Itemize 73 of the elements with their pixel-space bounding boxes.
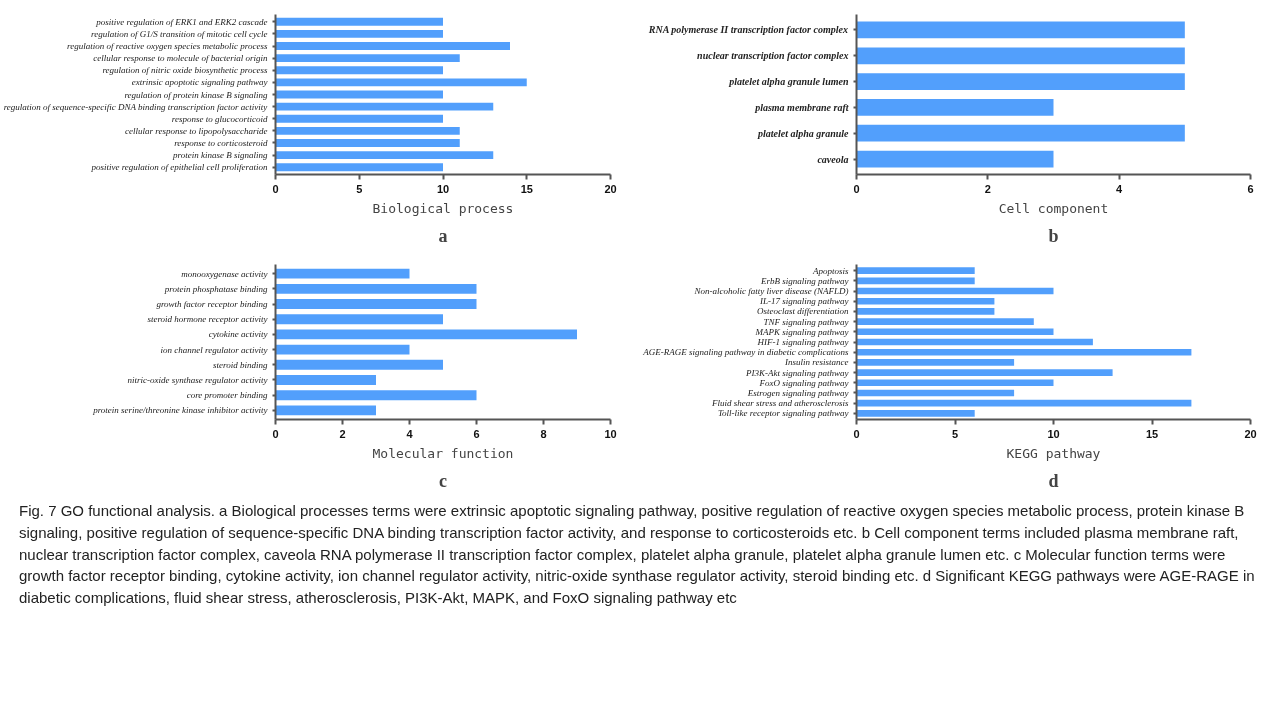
text: d <box>1048 470 1059 491</box>
y-tick-label: Non-alcoholic fatty liver disease (NAFLD) <box>693 286 849 297</box>
y-tick-label: Apoptosis <box>812 265 849 276</box>
y-tick-label: HIF-1 signaling pathway <box>756 337 849 347</box>
text: b <box>1048 225 1059 246</box>
y-tick-label: nitric-oxide synthase regulator activity <box>127 374 268 385</box>
y-tick-label: platelet alpha granule <box>756 127 850 139</box>
x-tick-label: 10 <box>436 182 450 195</box>
x-tick-label: 20 <box>1244 427 1257 440</box>
y-tick-label: nuclear transcription factor complex <box>697 50 849 62</box>
y-tick-label: FoxO signaling pathway <box>758 377 849 388</box>
y-tick-label: regulation of nitric oxide biosynthetic process <box>102 65 268 76</box>
x-tick-label: 0 <box>853 182 860 195</box>
x-tick-label: 15 <box>520 182 533 195</box>
x-tick-label: 10 <box>604 427 617 440</box>
y-tick-label: cellular response to lipopolysaccharide <box>125 125 268 136</box>
x-tick-label: 0 <box>272 427 279 440</box>
y-tick-label: IL-17 signaling pathway <box>759 296 849 307</box>
y-tick-label: caveola <box>817 153 849 165</box>
caption: Fig. 7 GO functional analysis. a Biological processes terms were extrinsic apoptotic signaling pathway, positive regulation of reactive oxygen species metabolic process, protein kinase B signaling, positive regulation of sequence-specific DNA binding transcription factor activity, and response to corticosteroids etc. b Cell component terms included plasma membrane raft, nuclear transcription factor complex, caveola RNA polymerase II transcription factor complex, platelet alpha granule, platelet alpha granule lumen etc. c Molecular function terms were growth factor receptor binding, cytokine activity, ion channel regulator activity, nitric-oxide synthase regulator activity, steroid binding etc. d Significant KEGG pathways were AGE-RAGE in diabetic complications, fluid shear stress, atherosclerosis, PI3K-Akt, MAPK, and FoxO signaling pathway etc <box>19 501 1255 608</box>
x-tick-label: 5 <box>951 427 959 440</box>
y-tick-label: RNA polymerase II transcription factor complex <box>647 24 848 36</box>
x-tick-label: 2 <box>339 427 346 440</box>
y-tick-label: MAPK signaling pathway <box>754 326 849 337</box>
y-tick-label: plasma membrane raft <box>754 101 850 113</box>
x-tick-label: 6 <box>1247 182 1254 195</box>
y-tick-label: Toll-like receptor signaling pathway <box>717 408 849 419</box>
x-tick-label: 4 <box>1116 182 1124 195</box>
text: c <box>439 470 448 491</box>
y-tick-label: protein kinase B signaling <box>172 150 268 161</box>
x-tick-label: 0 <box>272 182 279 195</box>
x-tick-label: 6 <box>473 427 480 440</box>
x-tick-label: 2 <box>984 182 991 195</box>
y-tick-label: protein phosphatase binding <box>163 283 268 294</box>
y-tick-label: extrinsic apoptotic signaling pathway <box>131 77 268 88</box>
y-tick-label: cellular response to molecule of bacterial origin <box>93 53 268 64</box>
x-axis-title: Biological process <box>372 200 514 216</box>
x-axis-title: KEGG pathway <box>1006 445 1101 461</box>
x-tick-label: 5 <box>356 182 363 195</box>
x-tick-label: 4 <box>406 427 414 440</box>
y-tick-label: TNF signaling pathway <box>763 316 849 327</box>
x-tick-label: 0 <box>853 427 860 440</box>
y-tick-label: AGE-RAGE signaling pathway in diabetic complications <box>642 347 849 358</box>
y-tick-label: steroid hormone receptor activity <box>147 314 268 325</box>
y-tick-label: core promoter binding <box>186 390 268 401</box>
y-tick-label: Osteoclast differentiation <box>757 306 849 317</box>
y-tick-label: monooxygenase activity <box>181 268 268 279</box>
y-tick-label: regulation of protein kinase B signaling <box>124 89 268 100</box>
y-tick-label: ErbB signaling pathway <box>760 275 849 286</box>
y-tick-label: regulation of sequence-specific DNA binding transcription factor activity <box>3 101 268 112</box>
y-tick-label: platelet alpha granule lumen <box>728 76 849 88</box>
y-tick-label: ion channel regulator activity <box>160 344 268 355</box>
y-tick-label: steroid binding <box>213 359 268 370</box>
y-tick-label: regulation of reactive oxygen species metabolic process <box>67 41 268 52</box>
y-tick-label: positive regulation of epithelial cell proliferation <box>90 162 268 173</box>
x-axis-title: Cell component <box>998 200 1109 216</box>
y-tick-label: positive regulation of ERK1 and ERK2 cascade <box>95 16 268 27</box>
y-tick-label: Insulin resistance <box>784 357 849 368</box>
y-tick-label: Estrogen signaling pathway <box>746 387 849 398</box>
x-tick-label: 15 <box>1145 427 1159 440</box>
text: a <box>438 225 448 246</box>
x-tick-label: 8 <box>540 427 547 440</box>
y-tick-label: response to glucocorticoid <box>171 113 268 124</box>
x-axis-title: Molecular function <box>372 445 514 461</box>
y-tick-label: PI3K-Akt signaling pathway <box>745 367 849 378</box>
x-tick-label: 10 <box>1047 427 1060 440</box>
y-tick-label: regulation of G1/S transition of mitotic cell cycle <box>91 28 268 39</box>
x-tick-label: 20 <box>604 182 617 195</box>
y-tick-label: protein serine/threonine kinase inhibitor activity <box>92 405 268 416</box>
y-tick-label: growth factor receptor binding <box>156 299 268 310</box>
y-tick-label: Fluid shear stress and atherosclerosis <box>711 398 849 409</box>
y-tick-label: response to corticosteroid <box>174 137 268 148</box>
y-tick-label: cytokine activity <box>208 329 268 340</box>
